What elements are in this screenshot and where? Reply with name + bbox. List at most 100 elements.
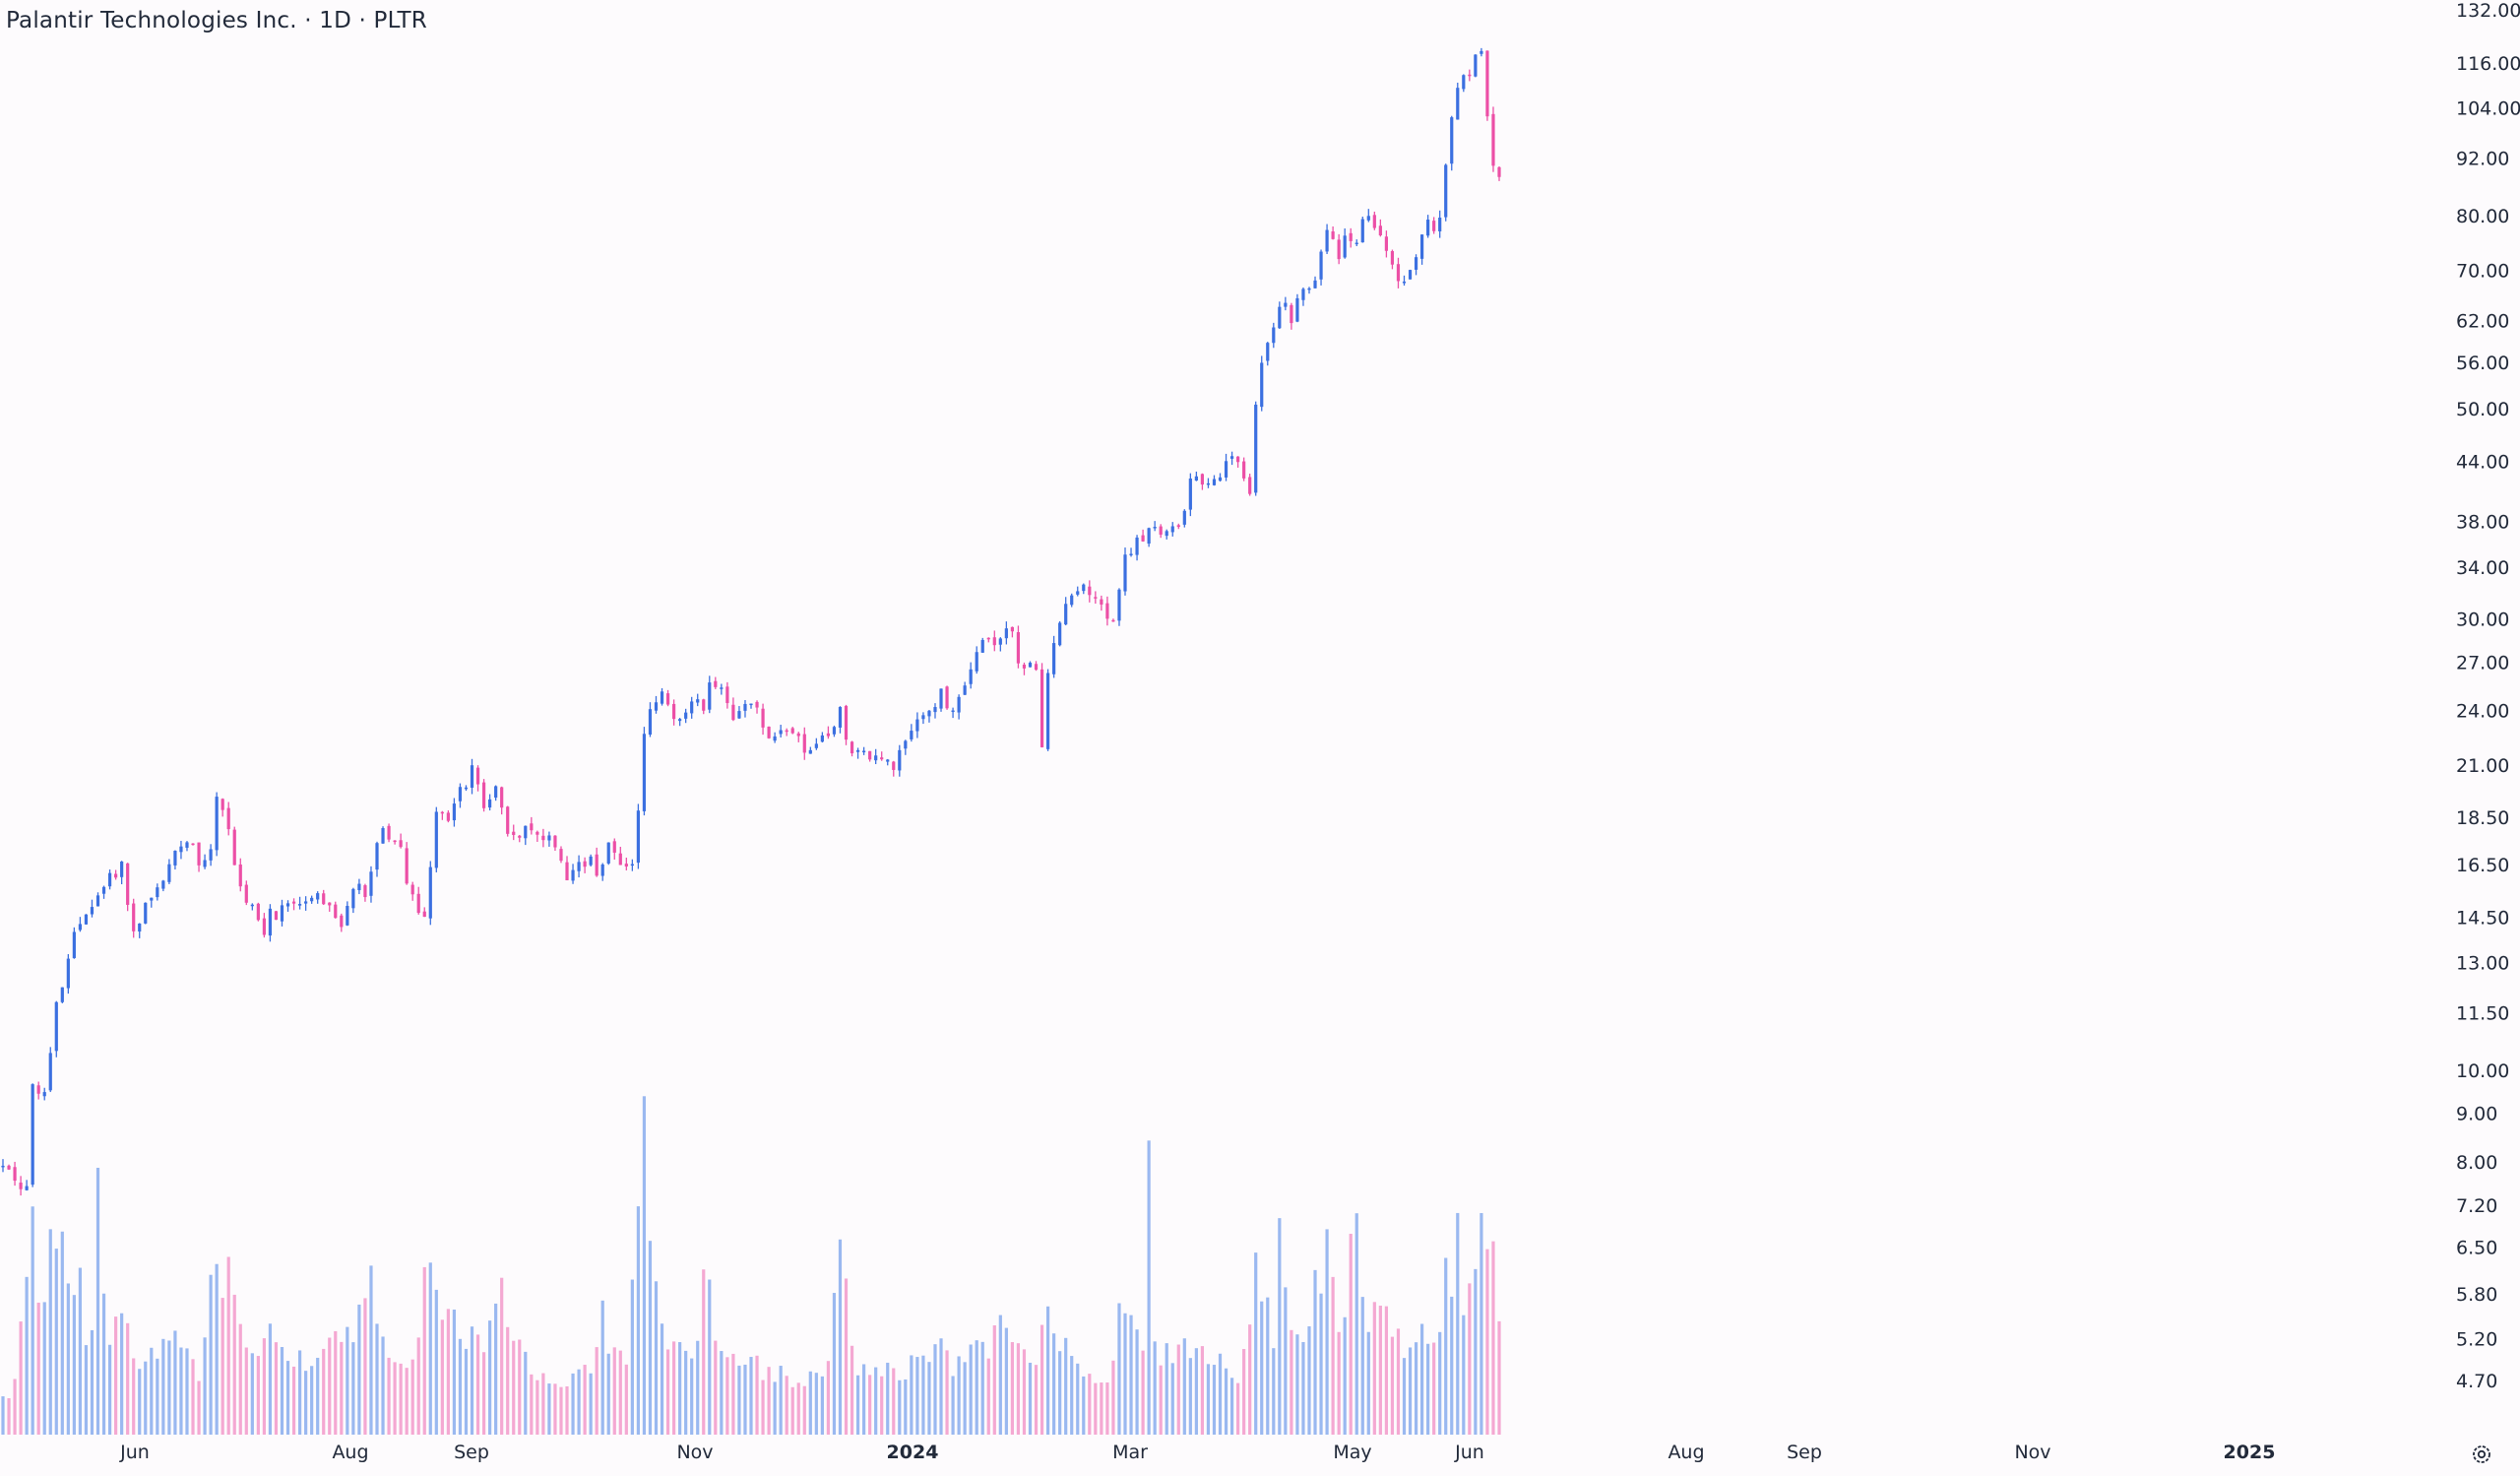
volume-bar [624, 1364, 628, 1435]
volume-bar [1064, 1337, 1068, 1435]
candle-body [1, 1165, 5, 1168]
volume-bar [1117, 1303, 1121, 1435]
volume-bar [262, 1338, 266, 1435]
candle-body [209, 849, 213, 861]
volume-bar [1390, 1336, 1395, 1435]
candle-body [915, 719, 919, 732]
candle-body [1123, 554, 1127, 592]
candle-body [285, 903, 290, 907]
candle-body [820, 735, 824, 742]
candle-body [1402, 281, 1407, 284]
candle-body [1254, 404, 1258, 493]
candle-body [262, 918, 266, 935]
volume-bar [120, 1313, 124, 1435]
candle-body [1462, 75, 1466, 90]
volume-bar [844, 1278, 849, 1435]
volume-bar [755, 1355, 759, 1435]
volume-bar [1058, 1351, 1062, 1435]
candle-body [506, 806, 510, 834]
y-tick-label: 56.00 [2456, 353, 2509, 374]
candle-body [939, 688, 943, 709]
volume-bar [1111, 1360, 1115, 1435]
candle-body [1141, 535, 1145, 542]
candle-body [684, 712, 688, 719]
candle-body [48, 1053, 52, 1091]
x-tick-label: Aug [1668, 1442, 1704, 1463]
y-tick-label: 9.00 [2456, 1104, 2497, 1125]
y-tick-label: 16.50 [2456, 855, 2509, 876]
volume-bar [536, 1380, 539, 1435]
candle-body [375, 843, 379, 870]
candle-body [297, 904, 302, 906]
candle-body [536, 831, 539, 835]
volume-bar [957, 1356, 961, 1435]
candle-body [346, 906, 349, 926]
volume-bar [220, 1298, 224, 1435]
volume-bar [654, 1281, 659, 1435]
candle-body [714, 680, 718, 687]
volume-bar [880, 1376, 884, 1435]
volume-bar [1349, 1234, 1353, 1435]
candle-body [381, 828, 385, 844]
y-tick-label: 34.00 [2456, 557, 2509, 579]
candle-body [132, 903, 136, 931]
volume-bar [1094, 1382, 1098, 1435]
volume-bar [13, 1379, 17, 1435]
y-tick-label: 8.00 [2456, 1152, 2497, 1174]
volume-bar [886, 1362, 890, 1435]
candle-body [671, 703, 676, 720]
candle-body [220, 799, 224, 810]
candle-body [1212, 479, 1217, 485]
volume-bar [975, 1340, 978, 1435]
y-tick-label: 21.00 [2456, 755, 2509, 777]
candle-body [1468, 74, 1472, 77]
y-tick-label: 116.00 [2456, 53, 2520, 75]
candle-body [144, 902, 148, 924]
candle-body [1004, 628, 1008, 639]
volume-bar [1082, 1376, 1086, 1435]
volume-bar [1307, 1326, 1311, 1435]
volume-bar [642, 1096, 647, 1435]
volume-bar [185, 1348, 189, 1435]
candle-body [624, 864, 628, 866]
candle-body [886, 759, 890, 762]
candle-body [790, 728, 794, 734]
candle-body [1224, 461, 1228, 478]
candle-body [1242, 461, 1246, 479]
candle-body [1319, 251, 1323, 280]
candle-body [322, 893, 326, 905]
candle-body [458, 787, 463, 802]
volume-bar [369, 1265, 373, 1435]
candle-body [1313, 280, 1317, 289]
candle-body [832, 727, 837, 735]
candle-body [927, 710, 931, 717]
candle-body [986, 637, 990, 640]
volume-bar [328, 1337, 332, 1435]
volume-bar [1337, 1331, 1341, 1435]
candle-body [452, 803, 457, 821]
candle-body [1218, 477, 1223, 481]
time-axis[interactable]: Jun Aug Sep Nov 2024 Mar May Jun Aug Sep Nov 2025 [119, 1442, 2275, 1463]
volume-bar [1141, 1350, 1145, 1435]
volume-bar [72, 1295, 76, 1435]
volume-bar [767, 1367, 771, 1435]
volume-bar [612, 1347, 616, 1435]
price-axis[interactable]: 132.00 116.00 104.00 92.00 80.00 70.00 62.00 56… [2456, 0, 2520, 1392]
candle-body [25, 1186, 29, 1190]
volume-bar [304, 1371, 308, 1435]
volume-bar [410, 1359, 414, 1435]
candle-body [1432, 221, 1436, 231]
y-tick-label: 5.80 [2456, 1284, 2497, 1306]
candle-body [1064, 604, 1068, 625]
candle-body [66, 958, 70, 989]
volume-bar [802, 1385, 806, 1435]
volume-bar [36, 1302, 40, 1435]
candle-body [702, 699, 706, 711]
volume-bar [167, 1340, 171, 1435]
candle-body [1278, 306, 1282, 329]
settings-gear-icon[interactable] [2471, 1444, 2496, 1469]
volume-bar [357, 1304, 361, 1435]
candle-body [179, 846, 183, 853]
